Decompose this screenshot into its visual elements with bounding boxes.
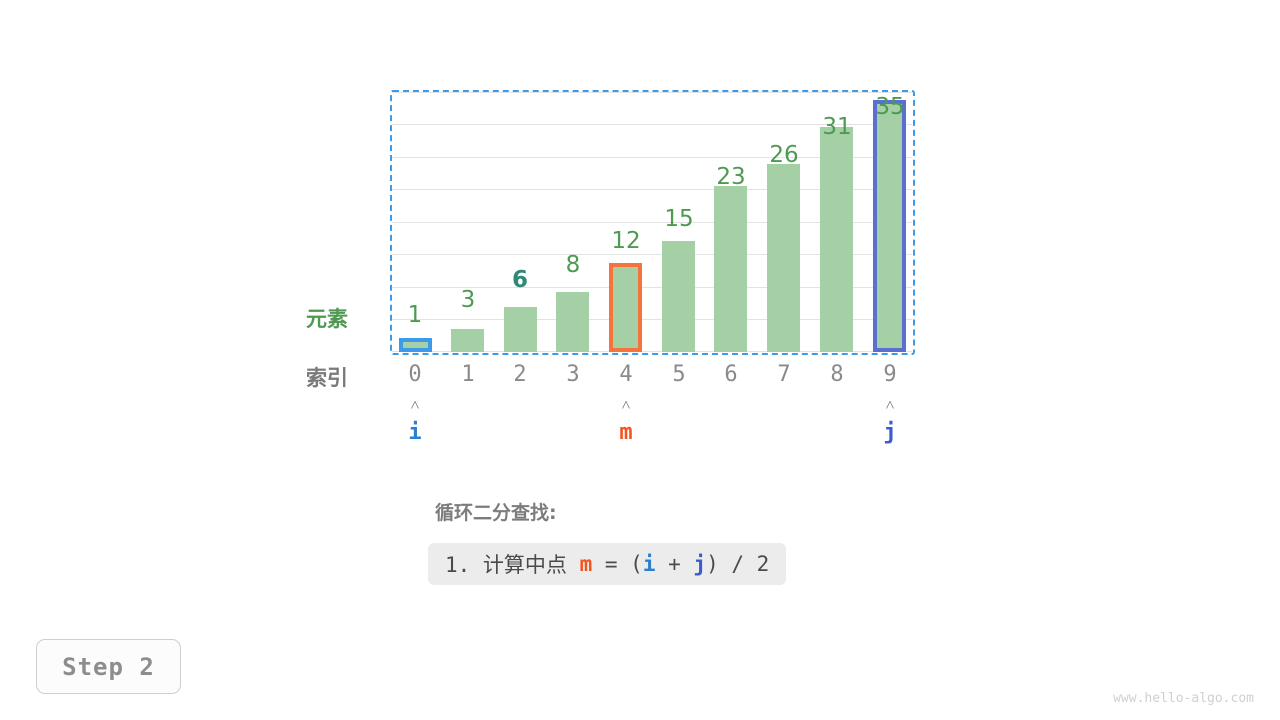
gridline (392, 189, 912, 190)
caret-icon-m: ˄ (621, 395, 631, 414)
caret-icon-i: ˄ (410, 395, 420, 414)
index-tick-3: 3 (566, 362, 580, 387)
gridline (392, 157, 912, 158)
value-label-8: 31 (822, 114, 852, 140)
value-label-2: 6 (511, 267, 528, 293)
caret-icon-j: ˄ (885, 395, 895, 414)
index-tick-9: 9 (883, 362, 897, 387)
index-tick-7: 7 (777, 362, 791, 387)
value-label-3: 8 (565, 252, 581, 278)
formula-equals: = ( (592, 552, 643, 576)
bar-4 (609, 263, 642, 352)
bar-column-9 (873, 92, 906, 352)
pointer-label-i: i (408, 420, 422, 445)
bar-column-6 (714, 92, 747, 352)
value-label-1: 3 (460, 287, 476, 313)
bar-2 (504, 307, 537, 352)
index-tick-4: 4 (619, 362, 633, 387)
value-label-7: 26 (769, 142, 799, 168)
bar-5 (662, 241, 695, 352)
bar-6 (714, 186, 747, 352)
formula-token-j: j (693, 552, 707, 576)
gridline (392, 319, 912, 320)
index-tick-0: 0 (408, 362, 422, 387)
index-row-title: 索引 (306, 366, 348, 390)
formula-plus: + (655, 552, 694, 576)
gridline (392, 92, 912, 93)
gridline (392, 287, 912, 288)
value-label-6: 23 (716, 164, 746, 190)
bar-column-0 (399, 92, 432, 352)
formula-token-m: m (579, 552, 593, 576)
formula-prefix: 1. 计算中点 (445, 553, 580, 577)
bar-column-3 (556, 92, 589, 352)
value-label-4: 12 (611, 228, 641, 254)
bar-8 (820, 127, 853, 352)
bar-column-2 (504, 92, 537, 352)
bar-column-4 (609, 92, 642, 352)
gridline (392, 254, 912, 255)
chart-plot-area (392, 92, 912, 352)
value-label-9: 35 (875, 94, 905, 120)
bar-7 (767, 164, 800, 352)
search-range-box (390, 90, 915, 355)
formula-token-i: i (642, 552, 656, 576)
bar-column-7 (767, 92, 800, 352)
value-label-0: 1 (407, 302, 423, 328)
gridline-baseline (392, 351, 912, 352)
pointer-label-j: j (883, 420, 897, 445)
pointer-label-m: m (619, 420, 633, 445)
index-tick-1: 1 (461, 362, 475, 387)
bar-0 (399, 338, 432, 352)
formula-tail: ) / 2 (706, 552, 770, 576)
watermark: www.hello-algo.com (1113, 691, 1254, 706)
bar-3 (556, 292, 589, 352)
index-tick-8: 8 (830, 362, 844, 387)
bar-1 (451, 329, 484, 352)
bar-column-8 (820, 92, 853, 352)
index-tick-2: 2 (513, 362, 527, 387)
caption-formula-box: 1. 计算中点 m = ( i + j ) / 2 (428, 543, 787, 585)
elements-row-title: 元素 (306, 307, 348, 331)
bar-column-1 (451, 92, 484, 352)
step-badge: Step 2 (36, 639, 181, 694)
caption-title: 循环二分查找: (435, 502, 557, 524)
bar-9 (873, 100, 906, 352)
bar-column-5 (662, 92, 695, 352)
index-tick-5: 5 (672, 362, 686, 387)
gridline (392, 124, 912, 125)
value-label-5: 15 (664, 206, 694, 232)
index-tick-6: 6 (724, 362, 738, 387)
gridline (392, 222, 912, 223)
